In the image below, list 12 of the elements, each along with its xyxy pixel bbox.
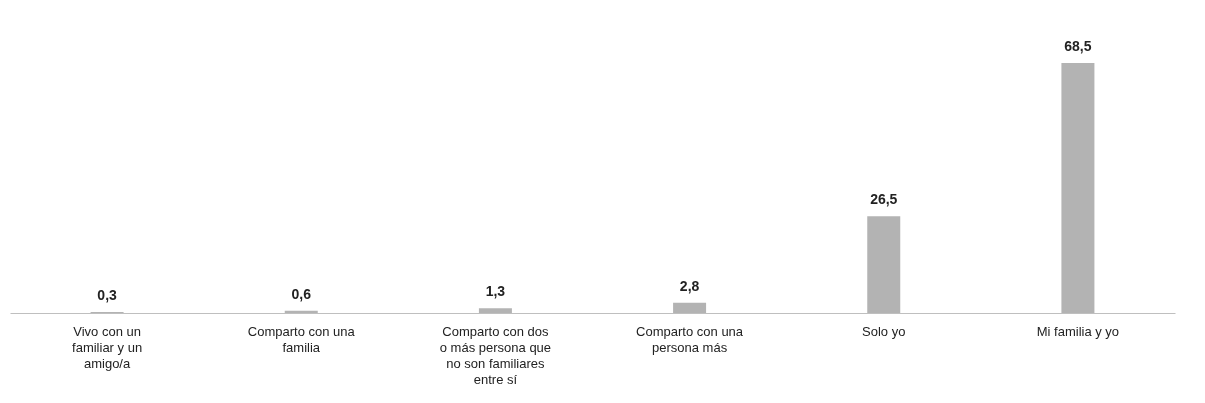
data-label: 0,3 (97, 286, 118, 303)
data-label: 2,8 (679, 277, 700, 294)
x-tick-label: Comparto con una persona más (636, 323, 744, 355)
x-tick-label: Solo yo (862, 323, 906, 339)
x-tick-label: Comparto con dos o más persona que no son familiares entre sí (439, 323, 552, 387)
data-label: 0,6 (291, 285, 312, 302)
x-tick-label: Mi familia y yo (1036, 323, 1120, 339)
data-label: 26,5 (870, 191, 898, 208)
x-tick-label: Vivo con un familiar y un amigo/a (72, 323, 143, 371)
x-tick-label: Comparto con una familia (247, 323, 356, 355)
data-label: 1,3 (485, 283, 506, 300)
data-label: 68,5 (1064, 38, 1092, 54)
